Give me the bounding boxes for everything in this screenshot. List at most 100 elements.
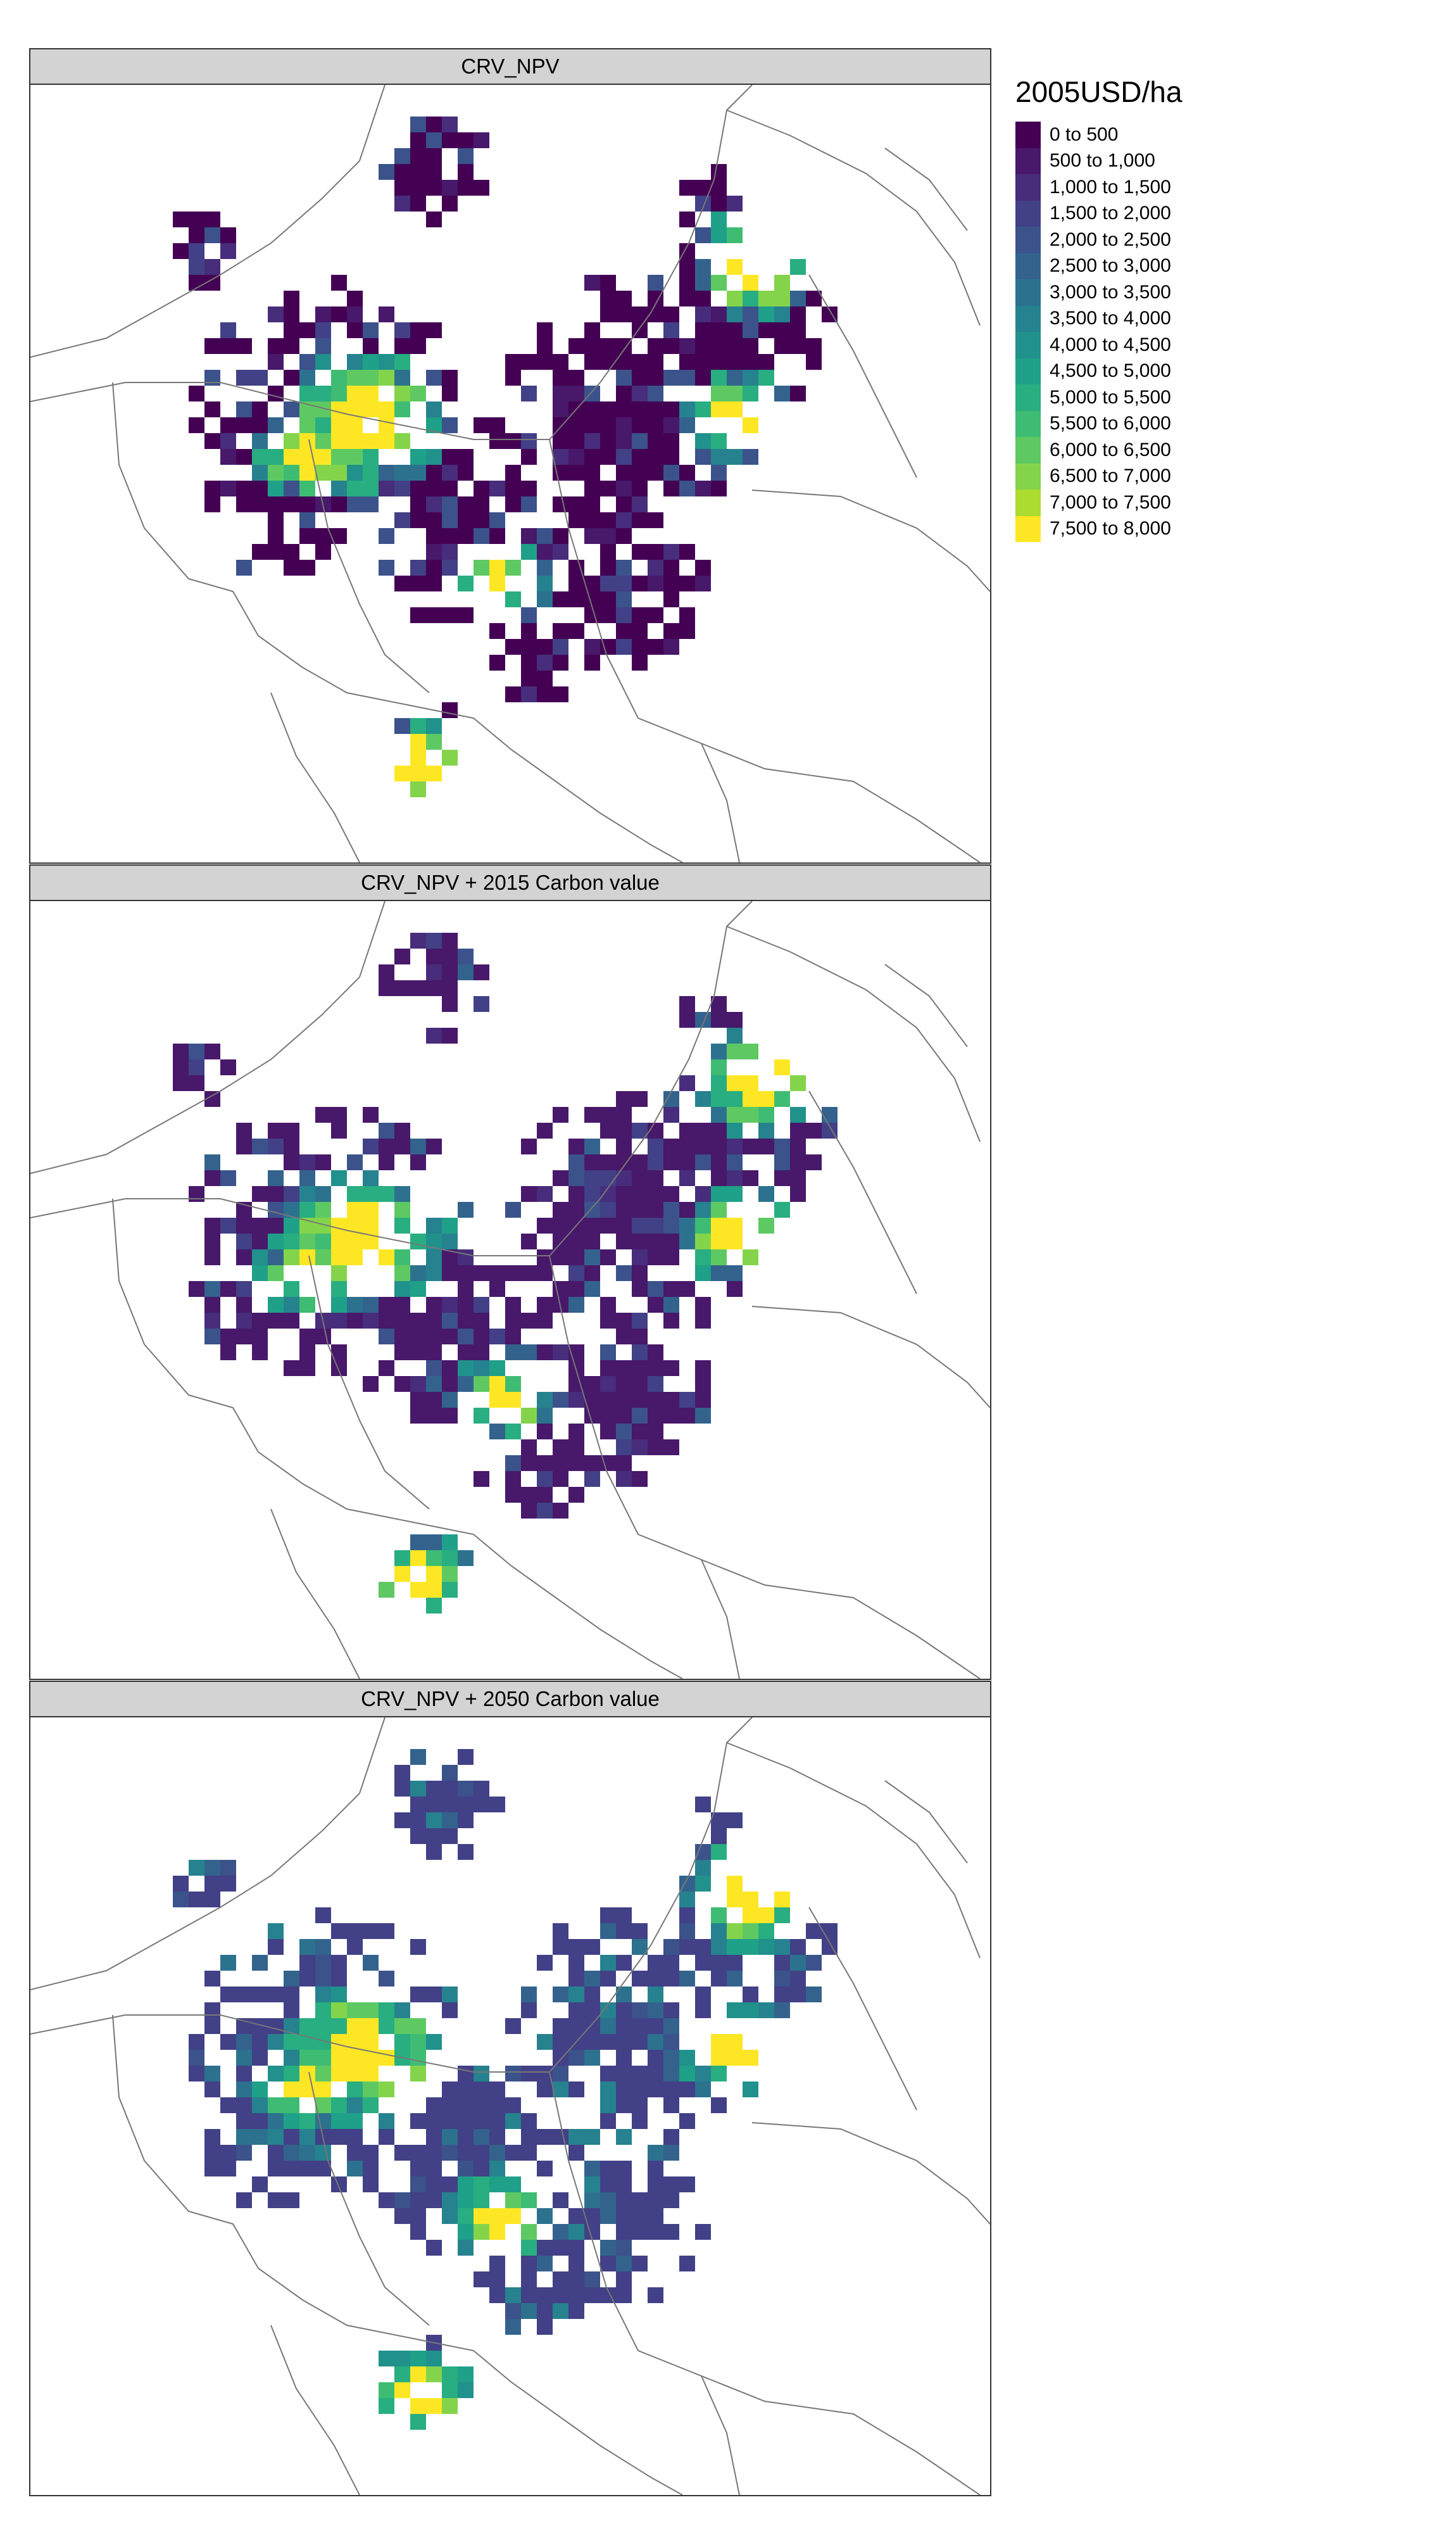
raster-cell — [394, 1765, 410, 1781]
raster-cell — [695, 1202, 711, 1218]
raster-cell — [426, 132, 442, 148]
raster-cell — [426, 1360, 442, 1376]
raster-cells — [173, 933, 838, 1614]
raster-cell — [426, 1344, 442, 1360]
raster-cell — [220, 449, 236, 465]
raster-cell — [474, 417, 489, 433]
raster-cell — [648, 433, 663, 449]
raster-cell — [268, 1123, 284, 1139]
raster-cell — [679, 607, 695, 623]
raster-cell — [442, 2176, 458, 2192]
boundary-line — [308, 2071, 430, 2326]
raster-cell — [679, 1202, 695, 1218]
raster-cell — [663, 1360, 679, 1376]
raster-cell — [727, 1876, 743, 1892]
raster-cell — [537, 2161, 553, 2176]
legend-label: 3,500 to 4,000 — [1050, 308, 1171, 329]
raster-cell — [727, 1892, 743, 1907]
raster-cell — [774, 338, 790, 354]
raster-cell — [568, 2224, 584, 2240]
raster-cell — [568, 2240, 584, 2256]
raster-cell — [363, 1297, 379, 1313]
legend-swatch — [1015, 227, 1041, 253]
raster-cell — [505, 496, 521, 512]
raster-cell — [616, 338, 632, 354]
raster-cell — [315, 2097, 331, 2113]
raster-cell — [711, 306, 727, 322]
raster-cell — [474, 2066, 489, 2081]
raster-cell — [410, 2192, 426, 2208]
raster-cell — [442, 980, 458, 996]
raster-cell — [774, 306, 790, 322]
raster-cell — [426, 1797, 442, 1812]
raster-cell — [600, 1313, 616, 1329]
raster-cell — [363, 1202, 379, 1218]
raster-cell — [220, 1329, 236, 1344]
raster-cell — [394, 2351, 410, 2366]
raster-cell — [663, 2034, 679, 2050]
raster-cell — [695, 1939, 711, 1955]
legend-label: 1,000 to 1,500 — [1050, 176, 1171, 198]
legend-label: 5,500 to 6,000 — [1050, 413, 1171, 434]
raster-cell — [521, 2287, 537, 2303]
legend-label: 5,000 to 5,500 — [1050, 386, 1171, 408]
raster-cell — [616, 1439, 632, 1455]
raster-cell — [743, 322, 758, 338]
raster-cell — [568, 2208, 584, 2224]
raster-cell — [537, 591, 553, 607]
raster-cell — [426, 117, 442, 132]
boundary-line — [270, 1508, 360, 1679]
raster-cell — [711, 2066, 727, 2081]
raster-cell — [489, 1392, 505, 1408]
raster-cell — [394, 1344, 410, 1360]
raster-cell — [347, 1313, 363, 1329]
legend-swatch — [1015, 358, 1041, 384]
raster-cell — [284, 1360, 299, 1376]
raster-cell — [363, 1955, 379, 1971]
raster-cell — [220, 1218, 236, 1234]
raster-cell — [663, 2097, 679, 2113]
raster-cell — [252, 1955, 268, 1971]
raster-cell — [363, 2176, 379, 2192]
raster-cell — [363, 386, 379, 401]
raster-cell — [204, 1234, 220, 1249]
raster-cell — [663, 1408, 679, 1424]
raster-cell — [426, 766, 442, 781]
raster-cell — [426, 1313, 442, 1329]
raster-cell — [394, 980, 410, 996]
raster-cell — [600, 1923, 616, 1939]
raster-cell — [347, 2097, 363, 2113]
raster-cell — [679, 1075, 695, 1091]
raster-cell — [537, 2319, 553, 2335]
raster-cell — [648, 1154, 663, 1170]
raster-cell — [394, 1123, 410, 1139]
raster-cell — [474, 2208, 489, 2224]
raster-cell — [284, 1186, 299, 1202]
raster-cell — [426, 401, 442, 417]
raster-cell — [458, 449, 474, 465]
raster-cell — [220, 2145, 236, 2161]
raster-cell — [679, 465, 695, 481]
raster-cell — [284, 449, 299, 465]
raster-cell — [537, 2129, 553, 2145]
raster-cell — [632, 512, 648, 528]
raster-cell — [252, 496, 268, 512]
raster-cell — [394, 512, 410, 528]
raster-cell — [426, 1329, 442, 1344]
raster-cell — [284, 322, 299, 338]
raster-cell — [711, 1218, 727, 1234]
raster-cell — [315, 1971, 331, 1987]
raster-cell — [505, 1376, 521, 1392]
raster-cell — [584, 354, 600, 370]
raster-cell — [426, 465, 442, 481]
raster-cell — [727, 1265, 743, 1281]
legend-item: 2,500 to 3,000 — [1015, 253, 1433, 279]
raster-cell — [394, 1186, 410, 1202]
raster-cell — [426, 964, 442, 980]
raster-cell — [331, 465, 347, 481]
raster-cell — [521, 639, 537, 655]
raster-cell — [616, 2224, 632, 2240]
legend-item: 4,500 to 5,000 — [1015, 358, 1433, 384]
raster-cell — [711, 1059, 727, 1075]
raster-cell — [648, 2002, 663, 2018]
